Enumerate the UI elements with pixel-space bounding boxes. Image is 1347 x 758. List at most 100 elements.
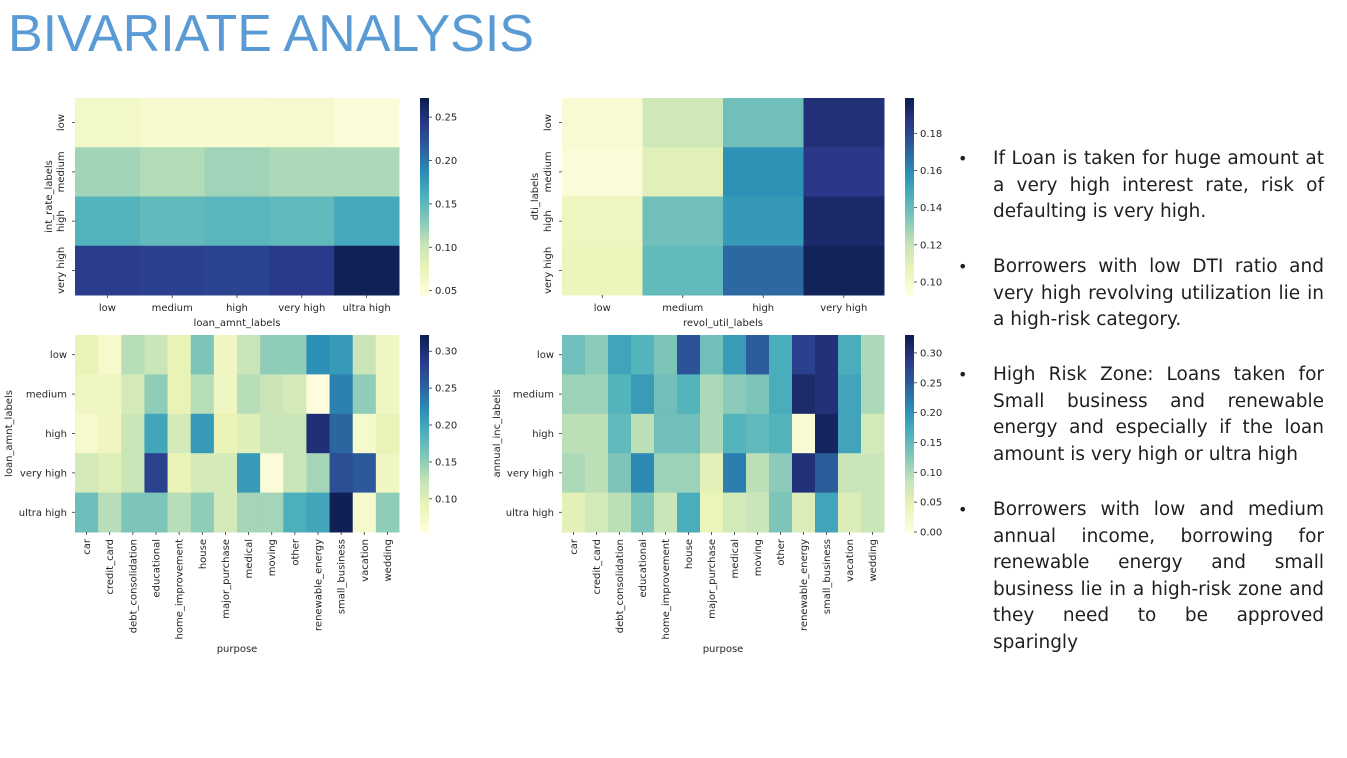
heatmap-cell [213, 335, 238, 375]
heatmap-cell [306, 453, 331, 494]
heatmap-cell [269, 147, 335, 197]
colorbar-segment [905, 143, 914, 148]
heatmap-cell [769, 453, 793, 494]
x-tick-label: moving [267, 539, 278, 576]
colorbar-segment [420, 219, 429, 224]
colorbar-segment [905, 124, 914, 129]
colorbar-segment [905, 285, 914, 290]
colorbar-segment [420, 137, 429, 142]
colorbar-segment [905, 140, 914, 145]
colorbar-segment [420, 436, 429, 441]
heatmap-cell [769, 374, 793, 415]
colorbar-segment [905, 469, 914, 474]
heatmap-cell [329, 335, 354, 375]
colorbar-segment [905, 456, 914, 461]
colorbar-segment [420, 433, 429, 438]
colorbar-segment [420, 157, 429, 161]
heatmap-cell [121, 413, 145, 454]
colorbar-segment [420, 338, 429, 343]
heatmap-cell [144, 335, 169, 375]
heatmap-cell [700, 335, 724, 375]
heatmap-cell [204, 147, 270, 197]
colorbar-segment [905, 482, 914, 487]
heatmap-cell [190, 335, 215, 375]
colorbar-segment [905, 443, 914, 448]
heatmap-cell [121, 453, 145, 494]
heatmap-cell [167, 492, 192, 533]
colorbar-segment [420, 101, 429, 106]
heatmap-cell [677, 413, 701, 454]
colorbar-tick-label: 0.30 [435, 347, 457, 358]
colorbar-segment [420, 374, 429, 379]
colorbar-segment [420, 440, 429, 444]
colorbar-segment [905, 367, 914, 372]
colorbar-segment [905, 268, 914, 273]
colorbar-tick-label: 0.18 [920, 129, 942, 140]
heatmap-cell [677, 453, 701, 494]
colorbar-segment [905, 206, 914, 211]
colorbar-segment [420, 417, 429, 421]
colorbar-segment [905, 361, 914, 366]
heatmap-cell [815, 335, 839, 375]
colorbar-segment [420, 499, 429, 504]
colorbar-segment [420, 348, 429, 353]
heatmap-cell [167, 453, 192, 494]
x-tick-label: medium [662, 303, 703, 314]
heatmap-cell [654, 413, 678, 454]
heatmap-cell [861, 374, 885, 415]
heatmap-cell [190, 453, 215, 494]
colorbar-segment [905, 134, 914, 138]
colorbar-segment [420, 107, 429, 112]
colorbar-segment [905, 104, 914, 109]
colorbar-segment [905, 193, 914, 198]
heatmap-cell [723, 196, 804, 247]
colorbar-segment [905, 127, 914, 132]
heatmap-cell [723, 453, 747, 494]
colorbar-segment [905, 354, 914, 359]
colorbar-segment [420, 387, 429, 392]
colorbar-segment [420, 492, 429, 497]
heatmap-cell [75, 492, 99, 533]
colorbar-segment [905, 499, 914, 504]
y-tick-label: medium [26, 390, 67, 401]
x-tick-label: home_improvement [175, 539, 186, 640]
colorbar-segment [420, 147, 429, 152]
x-tick-label: house [198, 539, 209, 569]
heatmap-cell [792, 413, 816, 454]
bullet-text: High Risk Zone: Loans taken for Small bu… [993, 364, 1324, 465]
colorbar-segment [905, 101, 914, 106]
bullet-item: • High Risk Zone: Loans taken for Small b… [958, 362, 1324, 468]
colorbar-segment [905, 278, 914, 283]
heatmap-cell [167, 413, 192, 454]
heatmap-cell [642, 245, 724, 296]
colorbar-tick-label: 0.10 [920, 468, 942, 479]
colorbar-segment [420, 226, 429, 230]
colorbar-segment [905, 186, 914, 191]
x-tick-label: medical [244, 539, 255, 578]
heatmap-cell [334, 245, 400, 296]
heatmap-cell [237, 492, 261, 533]
heatmap-cell [562, 453, 586, 494]
colorbar-segment [905, 410, 914, 415]
heatmap-cell [352, 413, 377, 454]
colorbar-segment [905, 150, 914, 155]
colorbar-segment [905, 239, 914, 244]
colorbar-segment [905, 374, 914, 379]
heatmap-cell [334, 196, 400, 247]
x-axis-label: purpose [703, 644, 744, 655]
heatmap-cell [334, 98, 400, 148]
x-tick-label: home_improvement [661, 539, 672, 640]
heatmap-cell [642, 98, 724, 148]
colorbar-segment [905, 170, 914, 175]
colorbar-segment [905, 107, 914, 112]
x-tick-label: moving [753, 539, 764, 576]
x-tick-label: low [99, 303, 116, 314]
y-tick-label: very high [543, 247, 554, 294]
colorbar-tick-label: 0.16 [920, 166, 942, 177]
colorbar-segment [420, 212, 429, 217]
heatmap-charts: low medium high very high low medium high very … [4, 98, 942, 655]
heatmap-cell [562, 98, 643, 148]
colorbar-tick-label: 0.20 [435, 421, 457, 432]
heatmap-cell [213, 453, 238, 494]
heatmap-cell [723, 374, 747, 415]
